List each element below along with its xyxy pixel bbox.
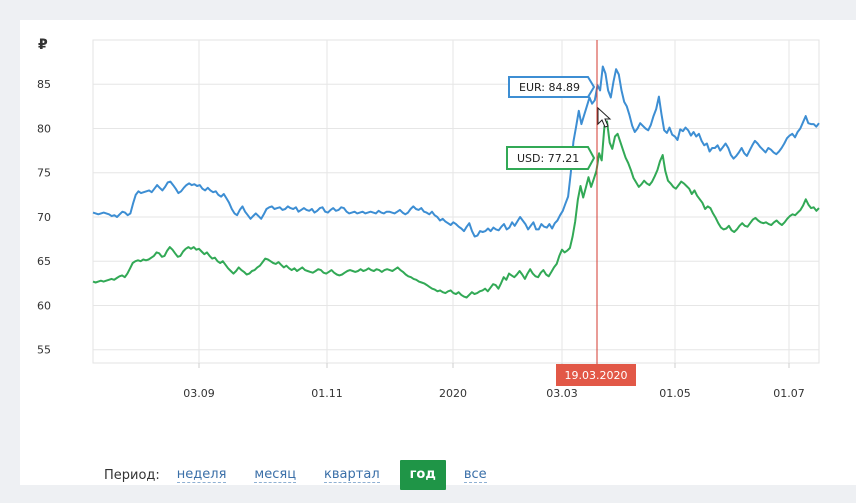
usd-tooltip-box (506, 146, 596, 170)
chart-card: ₽ 55 60 65 70 75 80 85 03.09 01.11 2020 03.03 01.05… (20, 20, 856, 490)
y-tick-label: 80 (37, 122, 51, 135)
x-tick-label: 01.05 (659, 387, 691, 400)
y-tick-label: 55 (37, 344, 51, 357)
y-axis-unit: ₽ (38, 37, 48, 53)
plot-frame (92, 39, 820, 364)
usd-tooltip-text: USD: 77.21 (517, 152, 579, 165)
y-tick-label: 85 (37, 78, 51, 91)
eur-tooltip-box (508, 76, 596, 98)
axes: ₽ 55 60 65 70 75 80 85 03.09 01.11 2020 03.03 01.05… (37, 37, 805, 400)
mouse-cursor-icon (597, 106, 612, 128)
tooltips: EUR: 84.89 USD: 77.21 (506, 76, 596, 170)
period-all-button[interactable]: все (463, 466, 487, 483)
x-tick-label: 01.11 (311, 387, 343, 400)
x-tick-label: 2020 (439, 387, 467, 400)
period-month-button[interactable]: месяц (254, 466, 297, 483)
period-week-button[interactable]: неделя (176, 466, 227, 483)
grid (92, 39, 820, 364)
period-year-button[interactable]: год (399, 460, 446, 490)
period-selector: Период: неделя месяц квартал год все (104, 460, 515, 490)
y-tick-label: 65 (37, 255, 51, 268)
x-tick-label: 01.07 (773, 387, 805, 400)
period-label: Период: (104, 467, 160, 483)
y-tick-label: 60 (37, 299, 51, 312)
x-tick-label: 03.09 (183, 387, 215, 400)
y-tick-label: 70 (37, 211, 51, 224)
series-layer (92, 65, 820, 299)
series-line-usd (92, 120, 820, 299)
crosshair: 19.03.2020 (556, 40, 636, 386)
currency-chart[interactable]: ₽ 55 60 65 70 75 80 85 03.09 01.11 2020 03.03 01.05… (20, 20, 856, 420)
eur-tooltip-text: EUR: 84.89 (519, 81, 580, 94)
y-tick-label: 75 (37, 167, 51, 180)
x-tick-label: 03.03 (546, 387, 578, 400)
series-line-eur (92, 65, 820, 238)
period-quarter-button[interactable]: квартал (324, 466, 380, 483)
crosshair-date-badge (556, 364, 636, 386)
crosshair-date: 19.03.2020 (565, 369, 628, 382)
